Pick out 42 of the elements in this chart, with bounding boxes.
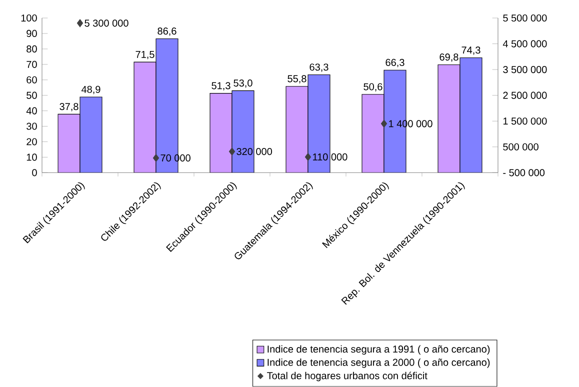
data-label: 71,5 — [136, 51, 154, 60]
data-label: 320 000 — [236, 148, 272, 156]
data-label: 55,8 — [288, 75, 306, 84]
legend-label: Indice de tenencia segura a 1991 ( o año cercano) — [268, 345, 490, 355]
data-label: 63,3 — [310, 64, 328, 72]
data-label: 74,3 — [462, 46, 480, 55]
data-label: 37,8 — [60, 103, 78, 112]
y-tick-label: 0 — [32, 169, 37, 176]
point — [380, 120, 388, 128]
y-tick-label: 90 — [26, 30, 37, 38]
data-label: 48,9 — [82, 86, 100, 94]
data-label: 53,0 — [234, 80, 252, 88]
point — [76, 19, 84, 28]
data-label: 50,6 — [364, 83, 382, 92]
y2-tick-label: 500 000 — [503, 143, 538, 151]
y2-tick-label: 1 500 000 — [503, 118, 547, 125]
legend-label: Indice de tenencia segura a 2000 ( o año cercano) — [268, 358, 490, 368]
data-label: 1 400 000 — [389, 120, 432, 128]
data-label: 110 000 — [313, 154, 348, 161]
y2-tick-label: 3 500 000 — [503, 66, 547, 74]
data-label: 51,3 — [212, 82, 230, 91]
y-tick-label: 50 — [26, 92, 37, 100]
y2-tick-label: - 500 000 — [503, 169, 545, 176]
data-label: 69,8 — [440, 54, 458, 62]
y-tick-label: 20 — [26, 138, 37, 146]
y-tick-label: 30 — [26, 122, 37, 130]
y-tick-label: 60 — [26, 76, 37, 84]
point — [228, 148, 236, 156]
legend-label: Total de hogares urbanos con déficit — [267, 372, 428, 382]
data-label: 66,3 — [386, 59, 404, 68]
y-tick-label: 80 — [26, 46, 37, 53]
y2-tick-label: 4 500 000 — [502, 40, 547, 48]
point — [152, 154, 160, 162]
data-label: 5 300 000 — [84, 20, 128, 27]
y2-tick-label: 2 500 000 — [503, 92, 547, 100]
y-tick-label: 100 — [21, 14, 37, 22]
y-tick-label: 40 — [26, 107, 37, 114]
data-label: 86,6 — [158, 28, 176, 36]
y2-tick-label: 5 500 000 — [503, 14, 547, 22]
y-tick-label: 10 — [26, 154, 37, 161]
y-tick-label: 70 — [26, 60, 37, 68]
point — [304, 153, 312, 162]
